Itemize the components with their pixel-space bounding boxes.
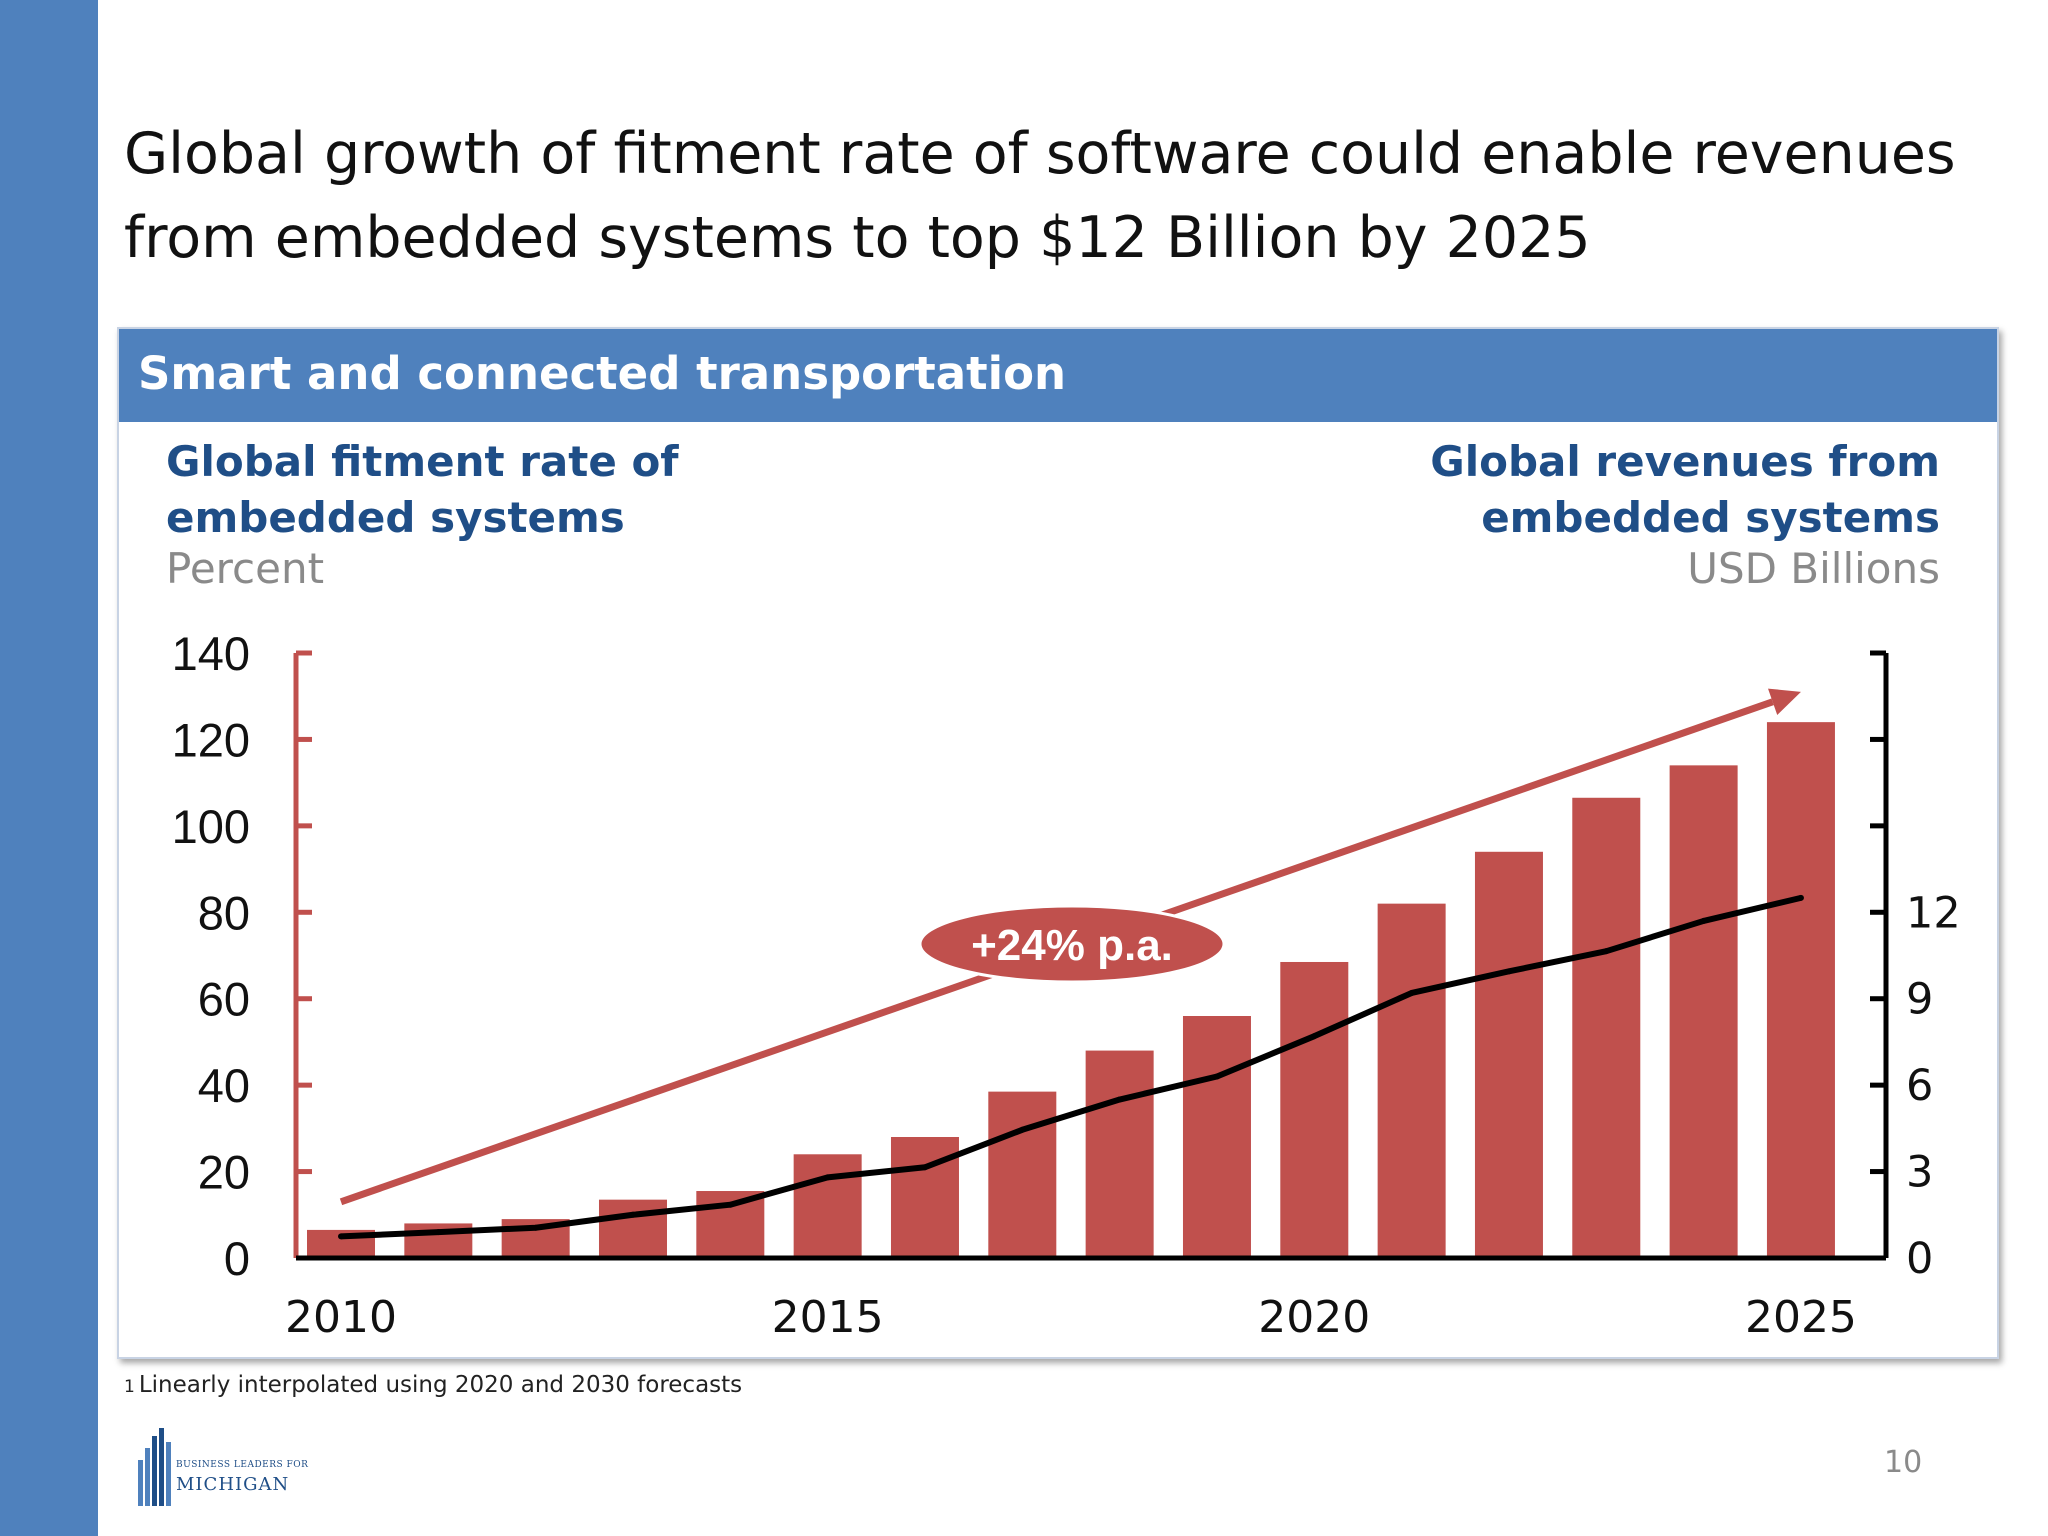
footnote-marker: 1 <box>124 1377 135 1397</box>
footnote-text: Linearly interpolated using 2020 and 203… <box>138 1372 743 1398</box>
bar-2024 <box>1669 765 1738 1258</box>
revenue-point-2022 <box>1505 968 1512 975</box>
revenue-point-2025 <box>1797 894 1804 901</box>
revenue-point-2020 <box>1311 1033 1318 1040</box>
revenue-point-2018 <box>1116 1096 1123 1103</box>
left-accent-stripe <box>0 0 98 1536</box>
growth-rate-badge <box>918 904 1226 984</box>
revenue-point-2016 <box>921 1164 928 1171</box>
left-tick-label-80: 80 <box>198 886 250 939</box>
slide-title: Global growth of fitment rate of softwar… <box>124 112 1984 280</box>
right-tick-label-6: 6 <box>1906 1061 1933 1111</box>
revenue-point-2013 <box>629 1211 636 1218</box>
panel-title: Smart and connected transportation <box>138 347 1067 400</box>
left-tick-label-20: 20 <box>198 1146 250 1199</box>
bar-2017 <box>988 1091 1057 1258</box>
bar-2013 <box>598 1199 667 1258</box>
revenue-point-2019 <box>1213 1073 1220 1080</box>
right-tick-label-9: 9 <box>1906 975 1933 1025</box>
left-tick-label-140: 140 <box>172 627 250 680</box>
trend-arrow-head <box>1768 688 1801 716</box>
right-tick-label-12: 12 <box>1906 888 1961 938</box>
right-tick-label-0: 0 <box>1906 1234 1933 1284</box>
bar-2025 <box>1766 722 1835 1258</box>
revenue-point-2014 <box>727 1201 734 1208</box>
x-tick-label-2025: 2025 <box>1745 1292 1857 1343</box>
revenue-line <box>340 894 1802 1240</box>
left-tick-label-120: 120 <box>172 713 250 766</box>
logo-text-line-2: MICHIGAN <box>176 1474 290 1495</box>
logo-text-line-1: BUSINESS LEADERS FOR <box>176 1460 309 1470</box>
x-tick-label-2020: 2020 <box>1258 1292 1370 1343</box>
footnote: 1 Linearly interpolated using 2020 and 20… <box>124 1372 742 1398</box>
revenue-point-2024 <box>1700 917 1707 924</box>
right-axis-title-line-1: Global revenues from <box>1430 437 1940 486</box>
x-tick-label-2015: 2015 <box>772 1292 884 1343</box>
revenue-point-2012 <box>532 1224 539 1231</box>
left-tick-label-40: 40 <box>198 1059 250 1112</box>
right-axis-title: Global revenues from embedded systems <box>1340 434 1940 546</box>
bar-2020 <box>1280 961 1349 1258</box>
bar-2018 <box>1085 1050 1154 1258</box>
left-tick-label-100: 100 <box>172 800 250 853</box>
bar-2015 <box>793 1154 862 1258</box>
left-tick-label-0: 0 <box>224 1232 250 1285</box>
business-leaders-for-michigan-logo: BUSINESS LEADERS FOR MICHIGAN <box>138 1424 308 1506</box>
left-axis-title-line-2: embedded systems <box>166 493 625 542</box>
slide-title-line-2: from embedded systems to top $12 Billion… <box>124 205 1591 271</box>
left-axis-title: Global fitment rate of embedded systems <box>166 434 766 546</box>
revenue-point-2011 <box>435 1229 442 1236</box>
revenue-point-2021 <box>1408 989 1415 996</box>
revenue-point-2015 <box>824 1174 831 1181</box>
right-axis-title-line-2: embedded systems <box>1481 493 1940 542</box>
left-axis-unit: Percent <box>166 544 325 593</box>
x-tick-label-2010: 2010 <box>285 1292 397 1343</box>
revenue-point-2017 <box>1019 1126 1026 1133</box>
revenue-point-2010 <box>338 1233 344 1240</box>
bar-2022 <box>1474 851 1543 1258</box>
bar-2019 <box>1182 1016 1251 1258</box>
bar-2021 <box>1377 903 1446 1258</box>
right-tick-label-3: 3 <box>1906 1148 1933 1198</box>
page-number: 10 <box>1884 1445 1923 1480</box>
panel-header: Smart and connected transportation <box>119 329 1997 422</box>
logo-bars-icon <box>138 1428 171 1506</box>
bar-2023 <box>1572 797 1641 1258</box>
left-tick-label-60: 60 <box>198 973 250 1026</box>
left-axis-title-line-1: Global fitment rate of <box>166 437 679 486</box>
right-axis-unit: USD Billions <box>1687 544 1940 593</box>
slide-title-line-1: Global growth of fitment rate of softwar… <box>124 121 1956 187</box>
revenue-point-2023 <box>1603 948 1610 955</box>
growth-rate-label: +24% p.a. <box>971 921 1173 970</box>
